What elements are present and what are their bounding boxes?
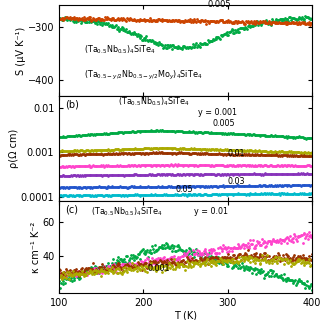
Text: (Ta$_{0.5-y/2}$Nb$_{0.5-y/2}$Mo$_y$)$_4$SiTe$_4$: (Ta$_{0.5-y/2}$Nb$_{0.5-y/2}$Mo$_y$)$_4$…	[84, 69, 203, 82]
Y-axis label: ρ(Ω cm): ρ(Ω cm)	[9, 129, 19, 168]
Text: 0.005: 0.005	[207, 0, 231, 10]
Text: 0.005: 0.005	[212, 119, 235, 128]
Text: y = 0.01: y = 0.01	[194, 207, 228, 216]
Y-axis label: κ cm⁻¹ K⁻²: κ cm⁻¹ K⁻²	[31, 221, 41, 273]
Text: 0.01: 0.01	[228, 149, 245, 158]
Text: (Ta$_{0.5}$Nb$_{0.5}$)$_4$SiTe$_4$: (Ta$_{0.5}$Nb$_{0.5}$)$_4$SiTe$_4$	[91, 205, 163, 218]
Text: 0.03: 0.03	[228, 177, 245, 186]
Text: y = 0.001: y = 0.001	[198, 108, 237, 117]
Text: (b): (b)	[66, 100, 79, 109]
Text: (Ta$_{0.5}$Nb$_{0.5}$)$_4$SiTe$_4$: (Ta$_{0.5}$Nb$_{0.5}$)$_4$SiTe$_4$	[84, 44, 156, 56]
Text: 0.05: 0.05	[175, 185, 193, 194]
Text: (Ta$_{0.5}$Nb$_{0.5}$)$_4$SiTe$_4$: (Ta$_{0.5}$Nb$_{0.5}$)$_4$SiTe$_4$	[118, 95, 190, 108]
Text: (c): (c)	[66, 204, 78, 214]
X-axis label: T (K): T (K)	[174, 310, 197, 320]
Text: 0.001: 0.001	[148, 264, 170, 273]
Y-axis label: S (μV K⁻¹): S (μV K⁻¹)	[16, 26, 27, 75]
